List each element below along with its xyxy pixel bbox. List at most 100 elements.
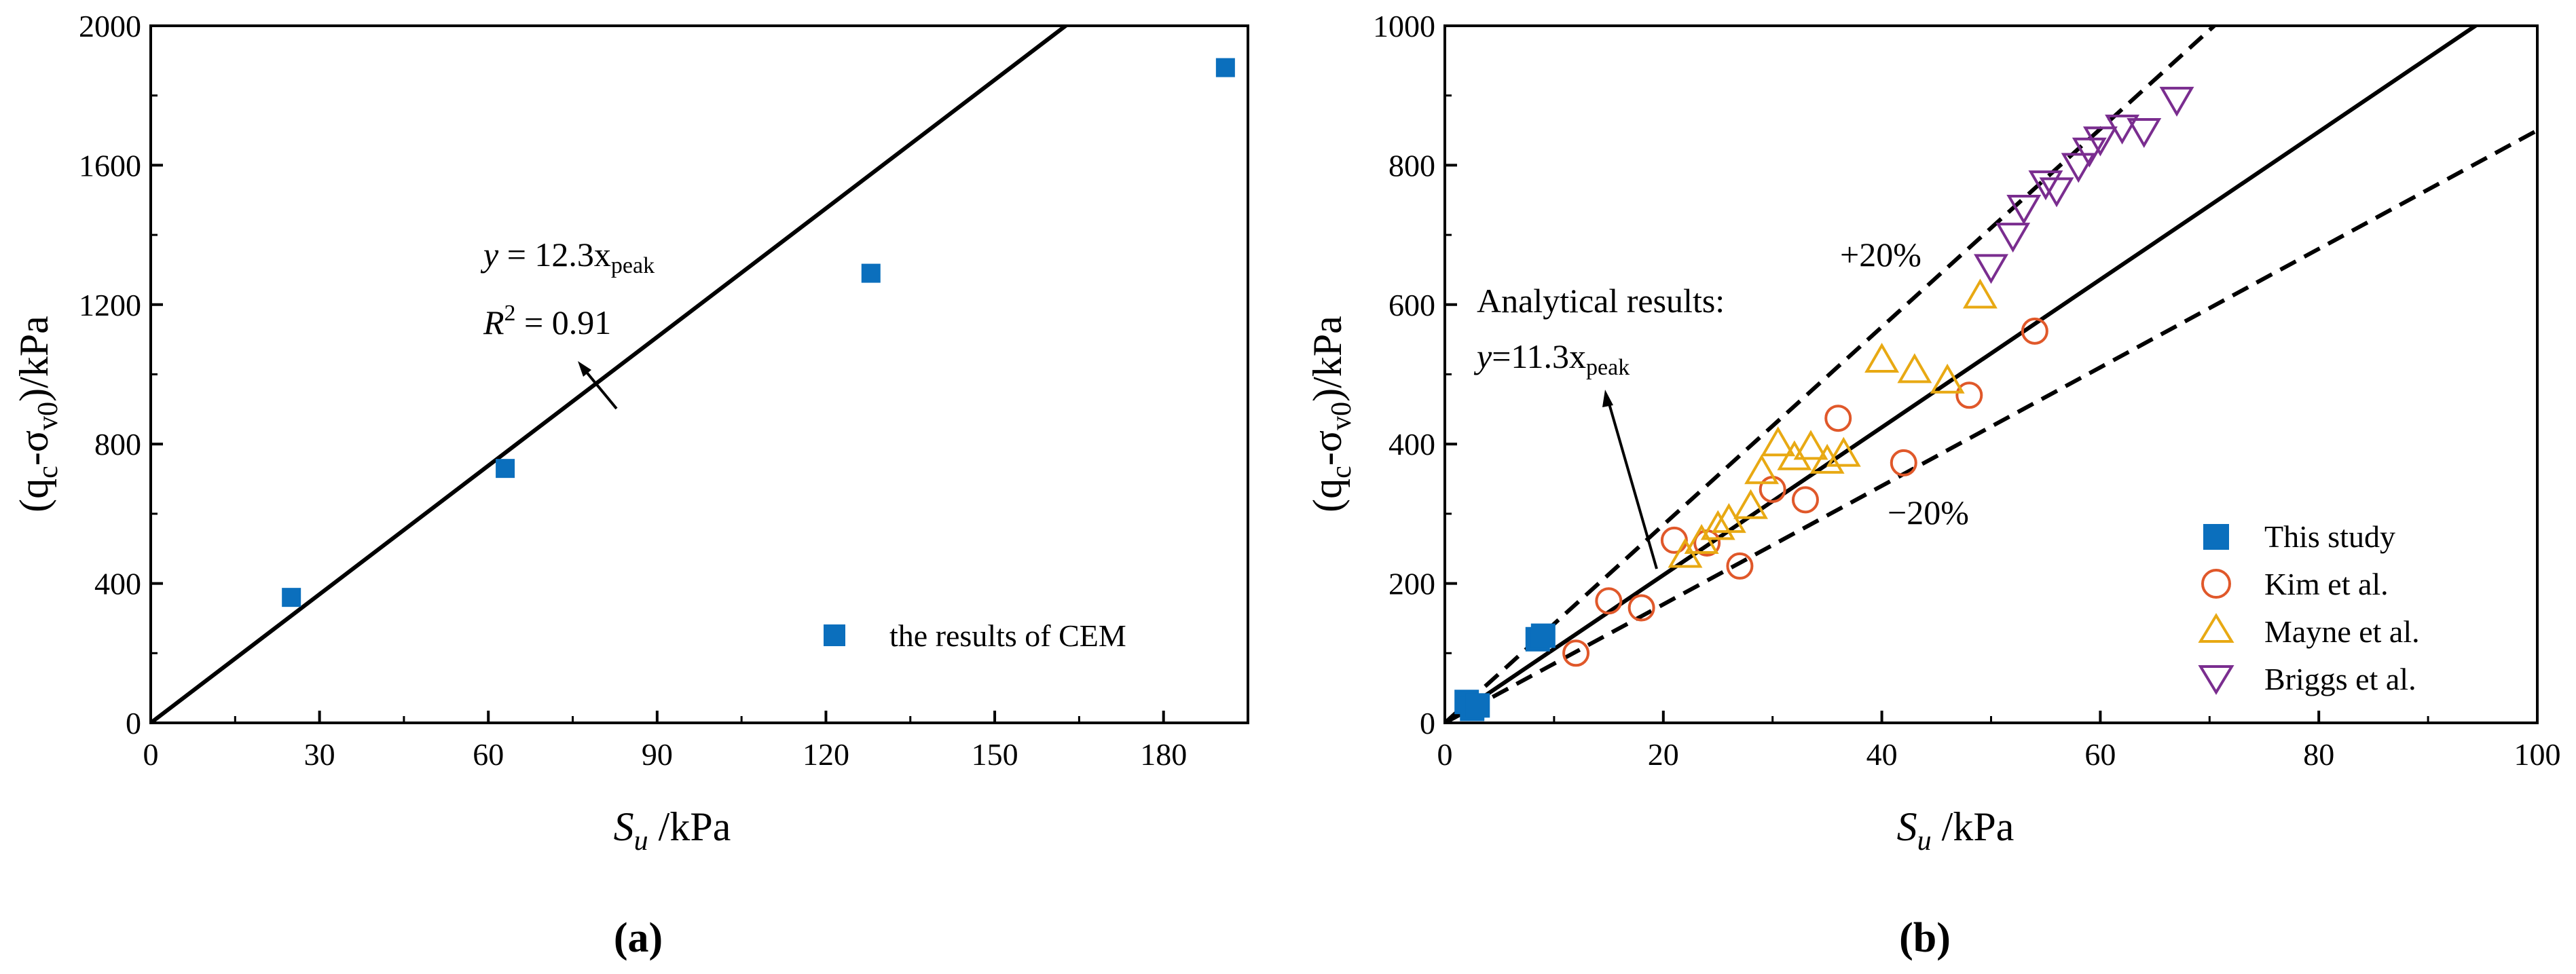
panel-b-y-tick-label: 600 — [1388, 288, 1435, 322]
panel-b-point-kim-et-al — [1627, 594, 1655, 622]
panel-a-x-tick-label: 120 — [803, 737, 849, 772]
legend-marker-kim — [2201, 569, 2231, 599]
panel-a-y-tick-label: 1600 — [79, 148, 141, 183]
panel-b-point-this-study — [1465, 693, 1490, 718]
panel-b-point-briggs-et-al — [2039, 177, 2074, 208]
panel-b-lower-bound-label: −20% — [1888, 493, 1969, 531]
panel-b-x-tick-label: 100 — [2514, 737, 2561, 772]
panel-b-point-mayne-et-al — [1793, 430, 1828, 460]
panel-a-legend-marker — [824, 624, 845, 646]
panel-b-point-mayne-et-al — [1962, 278, 1998, 309]
panel-b-point-mayne-et-al — [1930, 363, 1965, 394]
panel-b-main-line — [1445, 26, 2480, 723]
panel-b-point-this-study — [1530, 623, 1556, 648]
panel-a-y-tick-label: 0 — [126, 706, 141, 741]
panel-b-point-kim-et-al — [1660, 526, 1688, 554]
panel-b-y-tick-label: 1000 — [1373, 9, 1435, 43]
panel-b-point-kim-et-al — [1759, 475, 1786, 503]
panel-a-y-tick-label: 400 — [94, 567, 141, 601]
legend-marker-mayne — [2198, 613, 2234, 643]
panel-a-fit-line — [151, 26, 1069, 723]
legend-marker-this-study — [2203, 524, 2229, 550]
panel-a-label: (a) — [614, 915, 663, 961]
panel-b-point-briggs-et-al — [2082, 126, 2118, 157]
panel-b-annotation-title: Analytical results: — [1477, 282, 1725, 320]
panel-b-y-tick-label: 400 — [1388, 427, 1435, 462]
panel-b-point-kim-et-al — [1824, 405, 1852, 432]
panel-a-legend-label: the results of CEM — [889, 618, 1126, 653]
panel-b-annotation-equation: y=11.3xpeak — [1473, 337, 1630, 380]
panel-b-upper-bound-label: +20% — [1840, 236, 1921, 274]
panel-a-plot-area: 0 30 60 90 120 150 180 0 400 800 1200 1600 2000 — [79, 9, 1249, 772]
panel-b-label: (b) — [1899, 915, 1951, 961]
panel-a-r-squared: R2 = 0.91 — [483, 301, 611, 341]
panel-b-point-briggs-et-al — [2159, 86, 2194, 117]
panel-b-point-mayne-et-al — [1864, 342, 1900, 373]
panel-b-point-kim-et-al — [1955, 381, 1983, 409]
panel-a-y-tick-label: 1200 — [79, 288, 141, 322]
panel-b-point-briggs-et-al — [2072, 137, 2107, 168]
panel-b-y-tick-label: 200 — [1388, 567, 1435, 601]
panel-a-x-tick-label: 90 — [642, 737, 673, 772]
panel-b-point-kim-et-al — [1791, 486, 1819, 514]
panel-b-y-tick-label: 0 — [1420, 706, 1435, 741]
panel-b-point-briggs-et-al — [1974, 254, 2008, 284]
panel-b-y-axis-title: (qc-σv0)/kPa — [1305, 316, 1357, 512]
panel-a-x-tick-label: 30 — [304, 737, 335, 772]
legend-label-kim: Kim et al. — [2264, 567, 2389, 601]
panel-b-point-mayne-et-al — [1744, 454, 1780, 485]
panel-b-point-mayne-et-al — [1700, 510, 1735, 540]
panel-a-x-tick-label: 150 — [972, 737, 1018, 772]
panel-b-point-mayne-et-al — [1761, 426, 1796, 457]
panel-b-x-tick-label: 80 — [2303, 737, 2334, 772]
panel-b-annotation-arrowhead — [1602, 390, 1613, 407]
panel-a-y-axis-title: (qc-σv0)/kPa — [12, 316, 64, 512]
panel-a-point-the-results-of-cem — [282, 588, 301, 607]
panel-a-chart: 0 30 60 90 120 150 180 0 400 800 1200 1600 2000 y = … — [12, 9, 1249, 961]
legend-label-mayne: Mayne et al. — [2264, 614, 2420, 649]
panel-b-point-mayne-et-al — [1733, 489, 1768, 519]
panel-b-point-kim-et-al — [1726, 552, 1754, 580]
panel-b-point-mayne-et-al — [1897, 353, 1932, 383]
panel-b-point-briggs-et-al — [2105, 114, 2140, 145]
panel-b-point-mayne-et-al — [1777, 440, 1812, 470]
panel-a-equation: y = 12.3xpeak — [480, 236, 655, 278]
panel-b-point-briggs-et-al — [2061, 153, 2096, 183]
panel-a-x-tick-label: 60 — [473, 737, 504, 772]
legend-label-briggs: Briggs et al. — [2264, 662, 2416, 696]
panel-b-point-mayne-et-al — [1809, 443, 1845, 474]
panel-b-point-briggs-et-al — [2006, 195, 2042, 225]
panel-a-x-tick-label: 0 — [143, 737, 159, 772]
panel-b-lower-bound-line — [1445, 128, 2537, 723]
panel-b-annotation-arrow-line — [1606, 398, 1658, 569]
panel-a-point-the-results-of-cem — [1215, 58, 1235, 77]
panel-b-point-kim-et-al — [2021, 317, 2048, 345]
panel-a-x-tick-label: 180 — [1140, 737, 1187, 772]
panel-a-x-axis-title: Su /kPa — [614, 804, 731, 857]
panel-b-legend: This study Kim et al. Mayne et al. Brigg… — [2198, 519, 2420, 696]
panel-b-point-briggs-et-al — [1995, 223, 2031, 253]
panel-b-upper-bound-line — [1445, 26, 2218, 723]
panel-b-x-tick-label: 20 — [1648, 737, 1679, 772]
panel-b-x-tick-label: 40 — [1866, 737, 1898, 772]
panel-a-y-tick-label: 800 — [94, 427, 141, 462]
panel-b-point-kim-et-al — [1562, 639, 1590, 667]
panel-a-y-tick-label: 2000 — [79, 9, 141, 43]
legend-marker-briggs — [2198, 665, 2234, 695]
panel-b-point-kim-et-al — [1890, 449, 1917, 476]
panel-b-y-tick-label: 800 — [1388, 148, 1435, 183]
panel-b-x-tick-label: 0 — [1437, 737, 1453, 772]
panel-a-point-the-results-of-cem — [496, 459, 515, 479]
panel-a-point-the-results-of-cem — [861, 263, 881, 283]
panel-b-x-tick-label: 60 — [2084, 737, 2116, 772]
panel-b-point-kim-et-al — [1595, 587, 1623, 615]
panel-a-annotation-arrowhead — [578, 361, 591, 377]
panel-a-annotation-arrow-line — [581, 365, 618, 410]
legend-label-this-study: This study — [2264, 519, 2395, 554]
panel-b-point-mayne-et-al — [1826, 436, 1861, 467]
panel-b-point-briggs-et-al — [2028, 170, 2063, 201]
panel-b-point-briggs-et-al — [2127, 118, 2162, 149]
